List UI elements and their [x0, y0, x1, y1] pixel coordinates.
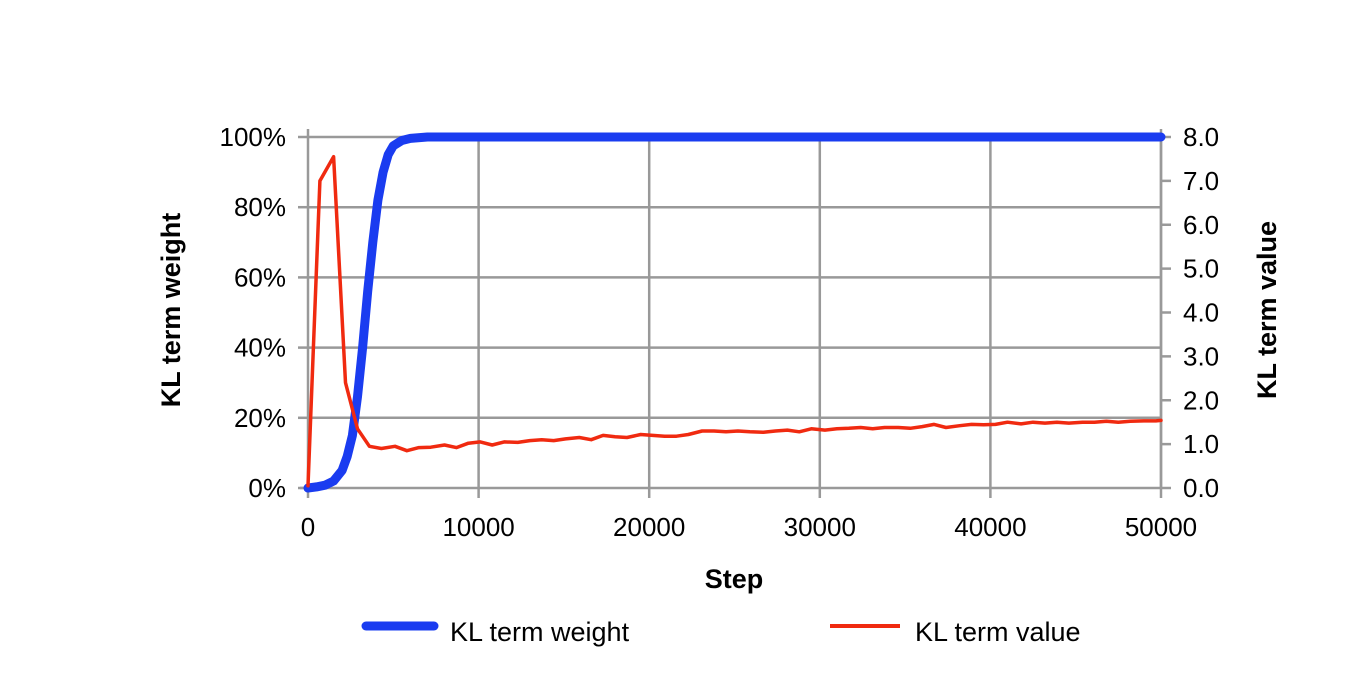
y-right-tick-label-1: 1.0	[1183, 429, 1219, 459]
y-right-tick-label-5: 5.0	[1183, 254, 1219, 284]
y-left-tick-label-0: 0%	[248, 473, 286, 503]
x-tick-label-5: 50000	[1125, 512, 1197, 542]
y-right-tick-label-8: 8.0	[1183, 122, 1219, 152]
y-right-tick-label-0: 0.0	[1183, 473, 1219, 503]
y-right-tick-label-2: 2.0	[1183, 385, 1219, 415]
y-left-tick-label-3: 60%	[234, 262, 286, 292]
legend: KL term weight KL term value	[361, 617, 1081, 647]
x-tick-label-2: 20000	[613, 512, 685, 542]
x-tick-label-1: 10000	[442, 512, 514, 542]
series-line-kl-term-weight	[303, 132, 1166, 493]
y-left-axis-title: KL term weight	[156, 213, 186, 408]
legend-label-kl-term-weight: KL term weight	[450, 617, 630, 647]
x-tick-label-4: 40000	[954, 512, 1026, 542]
y-left-tick-label-1: 20%	[234, 403, 286, 433]
y-right-tick-label-6: 6.0	[1183, 210, 1219, 240]
y-left-tick-label-4: 80%	[234, 192, 286, 222]
legend-label-kl-term-value: KL term value	[915, 617, 1081, 647]
x-tick-label-0: 0	[301, 512, 315, 542]
x-tick-label-3: 30000	[784, 512, 856, 542]
x-axis-title: Step	[705, 564, 764, 594]
y-left-tick-label-5: 100%	[220, 122, 287, 152]
y-right-axis-title: KL term value	[1252, 221, 1282, 399]
tick-labels: 0% 20% 40% 60% 80% 100% 0.0 1.0 2.0 3.0 4.0 5.0 6.0 7…	[220, 122, 1220, 542]
series	[303, 132, 1166, 493]
y-right-tick-label-4: 4.0	[1183, 298, 1219, 328]
axes	[298, 129, 1171, 498]
y-right-tick-label-3: 3.0	[1183, 341, 1219, 371]
y-right-tick-label-7: 7.0	[1183, 166, 1219, 196]
series-line-kl-term-value	[306, 154, 1163, 488]
y-left-tick-label-2: 40%	[234, 333, 286, 363]
